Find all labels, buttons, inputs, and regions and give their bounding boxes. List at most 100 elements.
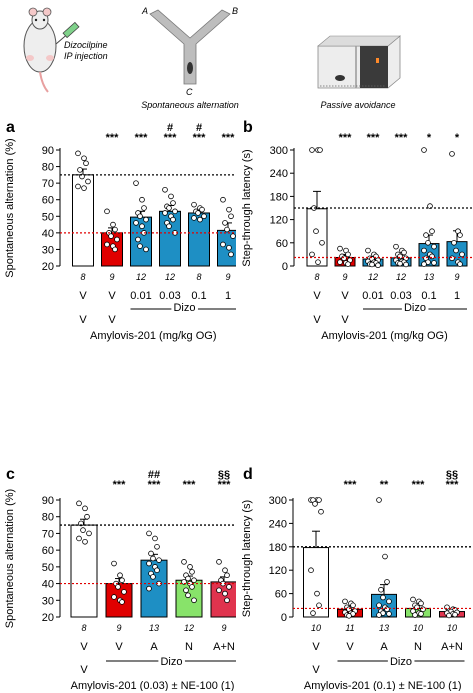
data-point <box>146 585 152 592</box>
n-label: 12 <box>184 623 194 633</box>
treatment-label: V <box>80 664 88 676</box>
category-label: V <box>341 290 349 302</box>
data-point <box>345 261 351 267</box>
header-illustrations: Dizocilpine IP injection A B C Spontaneo… <box>23 6 401 110</box>
data-point <box>146 530 152 537</box>
maze-arm-b: B <box>232 6 238 16</box>
data-point <box>451 240 457 246</box>
chart-c-svg: c Spontaneous alternation (%) 20 30 40 50 60 70… <box>4 466 236 691</box>
significance-marker: # <box>167 122 173 134</box>
category-label: 0.01 <box>130 290 151 302</box>
category-label: 0.01 <box>362 290 383 302</box>
data-point <box>226 584 232 590</box>
n-label: 12 <box>396 272 406 282</box>
data-point <box>189 584 195 590</box>
data-point <box>457 232 463 238</box>
data-point <box>410 596 416 603</box>
data-point <box>189 569 195 575</box>
data-point <box>78 520 84 527</box>
n-label: 13 <box>379 623 389 633</box>
data-point <box>166 205 172 211</box>
data-point <box>110 221 116 228</box>
data-point <box>119 599 125 605</box>
data-point <box>143 246 149 253</box>
y-tick-label: 30 <box>42 595 54 607</box>
category-label: 1 <box>454 290 460 302</box>
y-tick-label: 50 <box>42 211 54 223</box>
n-label: 8 <box>81 623 86 633</box>
data-point <box>187 564 193 570</box>
y-tick-label: 180 <box>270 191 288 203</box>
data-point <box>183 587 189 594</box>
data-point <box>139 223 145 230</box>
bar-2 <box>140 559 168 618</box>
data-point <box>137 213 143 220</box>
data-point <box>216 559 222 565</box>
n-label: 8 <box>80 272 85 282</box>
data-point <box>137 243 143 249</box>
data-point <box>86 530 92 537</box>
data-point <box>431 243 437 250</box>
data-point <box>375 262 381 269</box>
data-point <box>143 216 149 223</box>
data-point <box>224 226 230 233</box>
data-point <box>365 247 371 254</box>
group-label: Dizo <box>404 302 426 314</box>
data-point <box>429 228 435 234</box>
y-tick-label: 120 <box>270 215 288 227</box>
data-point <box>111 560 117 567</box>
y-tick-label: 70 <box>42 528 54 540</box>
data-point <box>421 261 427 267</box>
chart-a-svg: a Spontaneous alternation (%) 20 30 40 50 60 70… <box>4 119 236 342</box>
data-point <box>154 544 160 550</box>
data-point <box>81 185 87 191</box>
y-tick-label: 70 <box>42 178 54 190</box>
significance-marker: # <box>196 122 202 134</box>
significance-marker: * <box>455 132 460 144</box>
data-point <box>308 567 314 573</box>
y-tick-label: 20 <box>42 612 54 624</box>
data-point <box>148 550 154 557</box>
data-point <box>181 559 187 565</box>
y-tick-label: 60 <box>42 195 54 207</box>
y-axis-label: Spontaneous alternation (%) <box>4 489 16 628</box>
data-point <box>133 220 139 226</box>
bar-4 <box>210 581 236 618</box>
maze-arm-c: C <box>186 87 193 97</box>
data-point <box>76 500 82 507</box>
injection-label-line1: Dizocilpine <box>64 40 108 50</box>
y-tick-label: 80 <box>42 512 54 524</box>
y-tick-label: 300 <box>270 145 288 157</box>
data-point <box>345 251 351 258</box>
significance-marker: *** <box>193 132 207 144</box>
chart-d-svg: d Step-through latency (s) 0 60 120 180 240 300… <box>241 466 473 691</box>
category-label: 1 <box>225 290 231 302</box>
category-label: A <box>380 641 388 653</box>
group-label: Dizo <box>160 656 182 668</box>
significance-marker: *** <box>218 479 232 491</box>
data-point <box>185 575 191 582</box>
data-point <box>172 208 178 215</box>
data-point <box>418 600 424 607</box>
data-point <box>84 513 90 520</box>
significance-marker: ## <box>148 469 160 481</box>
significance-marker: *** <box>395 132 409 144</box>
category-label: N <box>414 641 422 653</box>
panel-label: d <box>243 466 253 483</box>
treatment-label: V <box>108 314 116 326</box>
data-point <box>386 611 392 617</box>
data-point <box>431 260 437 266</box>
data-point <box>318 508 324 515</box>
y-tick-label: 80 <box>42 162 54 174</box>
data-point <box>393 243 399 250</box>
data-point <box>83 160 89 167</box>
data-point <box>222 567 228 573</box>
x-axis-title: Amylovis-201 (mg/kg OG) <box>321 330 448 342</box>
chart-panel-a: a Spontaneous alternation (%) 20 30 40 50 60 70… <box>0 118 236 342</box>
category-label: V <box>346 641 354 653</box>
category-label: A+N <box>213 641 235 653</box>
data-point <box>170 200 176 206</box>
data-point <box>369 261 375 268</box>
data-point <box>226 206 232 213</box>
bar-0 <box>70 524 98 618</box>
